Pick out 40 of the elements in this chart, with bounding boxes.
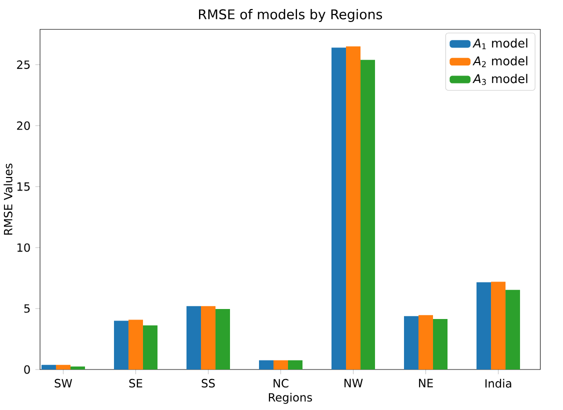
bar	[41, 365, 56, 370]
bar	[404, 316, 419, 370]
bar	[128, 320, 143, 370]
bar	[274, 360, 288, 370]
bar	[70, 366, 85, 370]
bar	[418, 315, 434, 370]
x-tick-label: NW	[344, 379, 363, 388]
y-tick-label: 25	[17, 60, 30, 70]
y-tick-label: 10	[17, 244, 30, 252]
x-tick-label: NC	[274, 379, 288, 388]
x-tick-label: SE	[129, 379, 142, 388]
legend-label: A$_{3}$ model	[472, 74, 528, 86]
bar	[433, 319, 448, 370]
bar	[56, 365, 70, 370]
chart-title: RMSE of models by Regions	[199, 9, 382, 22]
bar	[114, 320, 128, 370]
x-tick-label: India	[485, 379, 512, 388]
bar	[506, 290, 520, 370]
bar	[491, 282, 506, 370]
bar	[476, 282, 492, 370]
y-tick-label: 15	[17, 182, 30, 192]
bar	[186, 306, 201, 370]
x-tick-label: NE	[419, 379, 433, 388]
bar	[200, 306, 216, 370]
y-tick-label: 0	[24, 365, 30, 374]
legend-label: A$_{2}$ model	[472, 56, 528, 68]
y-tick-label: 20	[17, 122, 30, 130]
bar	[215, 309, 230, 370]
bar	[360, 60, 376, 370]
bar	[288, 360, 302, 370]
y-axis-title: RMSE Values	[4, 164, 12, 235]
x-tick-label: SW	[54, 379, 72, 388]
bar	[259, 360, 274, 370]
bar	[332, 48, 346, 370]
bar	[142, 326, 158, 370]
y-tick-label: 5	[24, 304, 30, 314]
bar	[346, 46, 361, 370]
x-tick-label: SS	[202, 379, 215, 388]
x-axis-title: Regions	[268, 393, 312, 404]
legend-label: A$_{1}$ model	[472, 38, 528, 50]
